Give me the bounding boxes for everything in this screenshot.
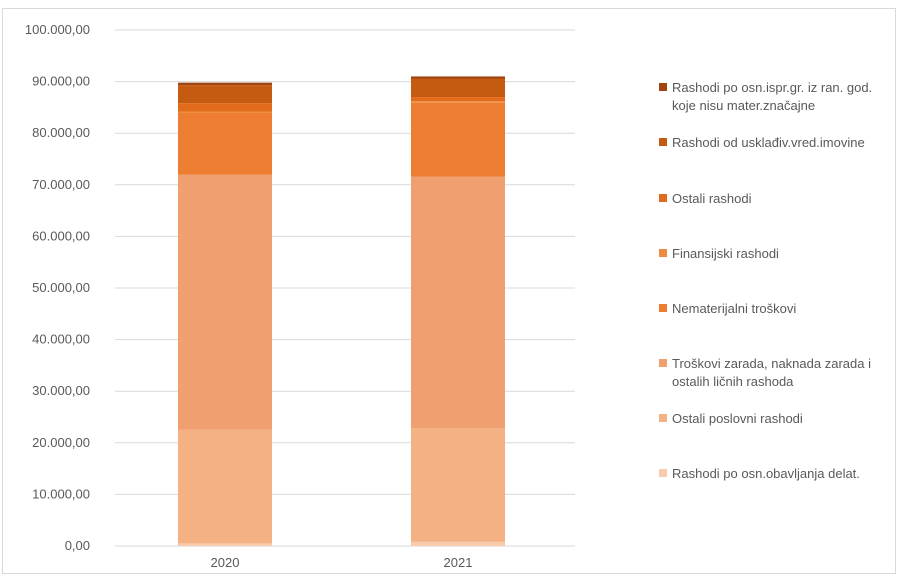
bar-segment	[178, 82, 272, 86]
y-tick-label: 50.000,00	[32, 280, 90, 295]
legend-swatch	[659, 138, 667, 146]
legend-swatch	[659, 194, 667, 202]
legend-label: Rashodi od usklađiv.vred.imovine	[672, 135, 865, 150]
legend-label: Rashodi po osn.obavljanja delat.	[672, 466, 860, 481]
bar-segment	[411, 78, 505, 98]
legend-label: ostalih ličnih rashoda	[672, 374, 794, 389]
chart-frame: 0,00 10.000,00 20.000,00 30.000,00 40.000,00…	[2, 8, 896, 574]
bar-segment	[178, 103, 272, 112]
legend: Rashodi po osn.ispr.gr. iz ran. god. koje…	[659, 80, 872, 481]
bar-segment	[411, 428, 505, 542]
bar-segment	[178, 111, 272, 113]
y-tick-label: 0,00	[65, 538, 90, 553]
y-tick-label: 100.000,00	[25, 22, 90, 37]
legend-swatch	[659, 414, 667, 422]
bar-segment	[411, 102, 505, 177]
y-tick-label: 80.000,00	[32, 125, 90, 140]
y-tick-label: 30.000,00	[32, 383, 90, 398]
x-tick-label: 2020	[211, 555, 240, 570]
x-tick-label: 2021	[444, 555, 473, 570]
bar-segment	[411, 176, 505, 429]
bar-segment	[411, 101, 505, 103]
y-axis-tick-labels: 0,00 10.000,00 20.000,00 30.000,00 40.000,00…	[25, 22, 90, 553]
legend-swatch	[659, 249, 667, 257]
y-tick-label: 70.000,00	[32, 177, 90, 192]
legend-swatch	[659, 469, 667, 477]
legend-swatch	[659, 83, 667, 91]
bar-segment	[178, 429, 272, 544]
stacked-bar-chart: 0,00 10.000,00 20.000,00 30.000,00 40.000,00…	[25, 22, 872, 570]
bar-segment	[178, 543, 272, 546]
legend-swatch	[659, 304, 667, 312]
legend-swatch	[659, 359, 667, 367]
bar-segment	[411, 97, 505, 102]
legend-label: Rashodi po osn.ispr.gr. iz ran. god.	[672, 80, 872, 95]
bar-segment	[178, 174, 272, 430]
y-tick-label: 90.000,00	[32, 74, 90, 89]
legend-label: Ostali poslovni rashodi	[672, 411, 803, 426]
bar-segment	[411, 541, 505, 546]
y-tick-label: 10.000,00	[32, 486, 90, 501]
bar-segment	[178, 85, 272, 104]
x-axis-tick-labels: 2020 2021	[211, 555, 473, 570]
bar-segment	[411, 76, 505, 79]
legend-label: Nematerijalni troškovi	[672, 301, 796, 316]
y-tick-label: 20.000,00	[32, 435, 90, 450]
bar-segment	[178, 112, 272, 175]
y-tick-label: 40.000,00	[32, 332, 90, 347]
y-tick-label: 60.000,00	[32, 228, 90, 243]
legend-label: Troškovi zarada, naknada zarada i	[672, 356, 871, 371]
legend-label: Finansijski rashodi	[672, 246, 779, 261]
legend-label: Ostali rashodi	[672, 191, 752, 206]
bars	[178, 76, 505, 546]
legend-label: koje nisu mater.značajne	[672, 98, 815, 113]
